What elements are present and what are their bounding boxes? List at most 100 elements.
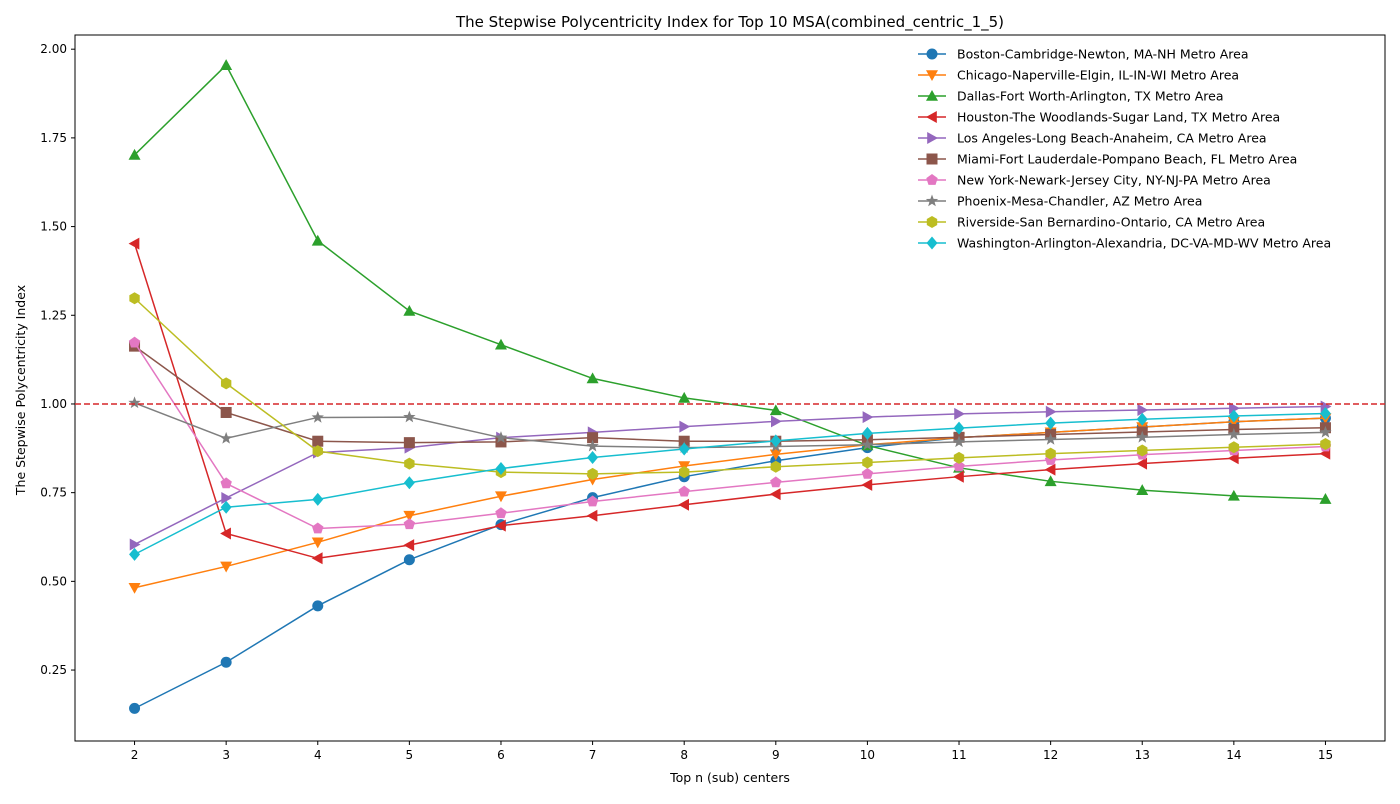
legend-marker-boston-cambridge-newton-ma-nh-metro-area — [926, 48, 938, 60]
legend-marker-chicago-naperville-elgin-il-in-wi-metro-area — [926, 70, 938, 81]
x-tick-label: 8 — [680, 748, 688, 762]
data-point-riverside-san-bernardino-ontario-ca-metro-area — [129, 292, 140, 305]
y-tick-label: 1.25 — [40, 308, 67, 322]
data-point-washington-arlington-alexandria-dc-va-md-wv-metro-area — [403, 476, 415, 490]
data-point-riverside-san-bernardino-ontario-ca-metro-area — [404, 457, 415, 470]
data-point-miami-fort-lauderdale-pompano-beach-fl-metro-area — [220, 406, 232, 418]
y-tick-label: 1.75 — [40, 131, 67, 145]
data-point-new-york-newark-jersey-city-ny-nj-pa-metro-area — [861, 467, 874, 479]
data-point-chicago-naperville-elgin-il-in-wi-metro-area — [403, 510, 416, 522]
data-point-boston-cambridge-newton-ma-nh-metro-area — [312, 600, 324, 612]
data-point-riverside-san-bernardino-ontario-ca-metro-area — [953, 451, 965, 464]
data-point-dallas-fort-worth-arlington-tx-metro-area — [586, 372, 599, 384]
data-point-riverside-san-bernardino-ontario-ca-metro-area — [312, 445, 323, 458]
data-point-washington-arlington-alexandria-dc-va-md-wv-metro-area — [1319, 407, 1331, 421]
legend-label: Washington-Arlington-Alexandria, DC-VA-M… — [957, 236, 1331, 251]
data-point-houston-the-woodlands-sugar-land-tx-metro-area — [311, 552, 323, 565]
data-point-riverside-san-bernardino-ontario-ca-metro-area — [587, 467, 598, 480]
data-point-riverside-san-bernardino-ontario-ca-metro-area — [1137, 444, 1148, 457]
legend: Boston-Cambridge-Newton, MA-NH Metro Are… — [918, 47, 1331, 251]
data-point-boston-cambridge-newton-ma-nh-metro-area — [220, 656, 232, 668]
x-tick-label: 13 — [1135, 748, 1150, 762]
legend-label: New York-Newark-Jersey City, NY-NJ-PA Me… — [957, 173, 1271, 188]
data-point-dallas-fort-worth-arlington-tx-metro-area — [128, 148, 141, 160]
legend-marker-houston-the-woodlands-sugar-land-tx-metro-area — [926, 111, 937, 123]
data-point-phoenix-mesa-chandler-az-metro-area — [494, 431, 508, 443]
chart-title: The Stepwise Polycentricity Index for To… — [455, 13, 1004, 32]
data-point-washington-arlington-alexandria-dc-va-md-wv-metro-area — [678, 442, 690, 456]
data-point-phoenix-mesa-chandler-az-metro-area — [219, 431, 233, 444]
y-tick-label: 1.50 — [40, 220, 67, 234]
legend-label: Miami-Fort Lauderdale-Pompano Beach, FL … — [957, 152, 1297, 167]
data-point-houston-the-woodlands-sugar-land-tx-metro-area — [678, 498, 689, 511]
x-tick-label: 2 — [131, 748, 139, 762]
data-point-miami-fort-lauderdale-pompano-beach-fl-metro-area — [312, 435, 324, 447]
data-point-dallas-fort-worth-arlington-tx-metro-area — [311, 234, 324, 246]
x-tick-label: 5 — [406, 748, 414, 762]
data-point-riverside-san-bernardino-ontario-ca-metro-area — [770, 460, 781, 473]
legend-marker-washington-arlington-alexandria-dc-va-md-wv-metro-area — [926, 236, 938, 250]
data-point-dallas-fort-worth-arlington-tx-metro-area — [769, 404, 782, 416]
data-point-phoenix-mesa-chandler-az-metro-area — [861, 438, 874, 451]
data-point-los-angeles-long-beach-anaheim-ca-metro-area — [129, 538, 141, 551]
data-point-new-york-newark-jersey-city-ny-nj-pa-metro-area — [586, 495, 599, 507]
legend-marker-miami-fort-lauderdale-pompano-beach-fl-metro-area — [926, 153, 938, 165]
legend-label: Boston-Cambridge-Newton, MA-NH Metro Are… — [957, 47, 1249, 62]
x-tick-label: 14 — [1226, 748, 1241, 762]
data-point-new-york-newark-jersey-city-ny-nj-pa-metro-area — [678, 485, 690, 497]
data-point-chicago-naperville-elgin-il-in-wi-metro-area — [311, 537, 324, 549]
data-point-riverside-san-bernardino-ontario-ca-metro-area — [1320, 438, 1331, 451]
data-point-phoenix-mesa-chandler-az-metro-area — [128, 396, 141, 409]
data-point-washington-arlington-alexandria-dc-va-md-wv-metro-area — [953, 421, 965, 435]
data-point-dallas-fort-worth-arlington-tx-metro-area — [220, 59, 233, 70]
data-point-new-york-newark-jersey-city-ny-nj-pa-metro-area — [128, 336, 141, 348]
data-point-dallas-fort-worth-arlington-tx-metro-area — [1044, 475, 1057, 487]
data-point-houston-the-woodlands-sugar-land-tx-metro-area — [128, 237, 140, 250]
data-point-riverside-san-bernardino-ontario-ca-metro-area — [862, 456, 873, 469]
x-tick-label: 3 — [222, 748, 230, 762]
data-point-dallas-fort-worth-arlington-tx-metro-area — [403, 305, 416, 316]
data-point-washington-arlington-alexandria-dc-va-md-wv-metro-area — [129, 547, 141, 561]
data-point-washington-arlington-alexandria-dc-va-md-wv-metro-area — [1136, 412, 1148, 426]
data-point-los-angeles-long-beach-anaheim-ca-metro-area — [221, 491, 233, 504]
data-point-new-york-newark-jersey-city-ny-nj-pa-metro-area — [495, 507, 507, 519]
legend-marker-riverside-san-bernardino-ontario-ca-metro-area — [926, 216, 938, 228]
legend-marker-new-york-newark-jersey-city-ny-nj-pa-metro-area — [926, 174, 938, 185]
data-point-new-york-newark-jersey-city-ny-nj-pa-metro-area — [953, 460, 965, 472]
data-point-riverside-san-bernardino-ontario-ca-metro-area — [679, 466, 690, 479]
data-point-washington-arlington-alexandria-dc-va-md-wv-metro-area — [312, 492, 324, 506]
data-point-houston-the-woodlands-sugar-land-tx-metro-area — [1136, 457, 1148, 470]
data-point-riverside-san-bernardino-ontario-ca-metro-area — [1228, 441, 1240, 454]
x-tick-label: 4 — [314, 748, 322, 762]
y-axis-label: The Stepwise Polycentricity Index — [13, 285, 28, 496]
data-point-los-angeles-long-beach-anaheim-ca-metro-area — [1137, 404, 1149, 416]
data-point-phoenix-mesa-chandler-az-metro-area — [1136, 430, 1149, 443]
data-point-houston-the-woodlands-sugar-land-tx-metro-area — [494, 519, 506, 532]
data-point-riverside-san-bernardino-ontario-ca-metro-area — [220, 377, 232, 390]
x-tick-label: 11 — [951, 748, 966, 762]
data-point-phoenix-mesa-chandler-az-metro-area — [586, 439, 599, 452]
data-point-los-angeles-long-beach-anaheim-ca-metro-area — [1229, 402, 1240, 415]
data-point-los-angeles-long-beach-anaheim-ca-metro-area — [954, 407, 966, 420]
data-point-los-angeles-long-beach-anaheim-ca-metro-area — [1045, 405, 1057, 418]
data-point-new-york-newark-jersey-city-ny-nj-pa-metro-area — [220, 477, 232, 489]
y-tick-label: 2.00 — [40, 42, 67, 56]
data-point-new-york-newark-jersey-city-ny-nj-pa-metro-area — [312, 522, 324, 534]
data-point-phoenix-mesa-chandler-az-metro-area — [1227, 427, 1241, 440]
data-point-dallas-fort-worth-arlington-tx-metro-area — [494, 338, 507, 350]
data-point-washington-arlington-alexandria-dc-va-md-wv-metro-area — [495, 462, 507, 476]
data-point-houston-the-woodlands-sugar-land-tx-metro-area — [220, 527, 231, 540]
x-tick-label: 10 — [860, 748, 875, 762]
data-point-chicago-naperville-elgin-il-in-wi-metro-area — [128, 582, 141, 594]
data-point-washington-arlington-alexandria-dc-va-md-wv-metro-area — [770, 434, 782, 448]
y-tick-label: 0.75 — [40, 486, 67, 500]
legend-label: Houston-The Woodlands-Sugar Land, TX Met… — [957, 110, 1280, 125]
axes-frame — [74, 34, 1386, 742]
legend-marker-los-angeles-long-beach-anaheim-ca-metro-area — [927, 132, 938, 144]
x-tick-label: 15 — [1318, 748, 1333, 762]
data-point-chicago-naperville-elgin-il-in-wi-metro-area — [494, 491, 507, 503]
legend-label: Phoenix-Mesa-Chandler, AZ Metro Area — [957, 194, 1202, 209]
y-tick-label: 0.50 — [40, 574, 67, 588]
